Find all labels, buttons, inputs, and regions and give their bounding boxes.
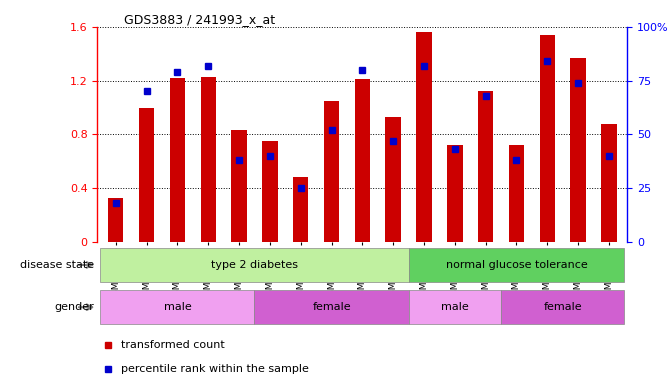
Text: normal glucose tolerance: normal glucose tolerance: [446, 260, 587, 270]
Text: disease state: disease state: [20, 260, 94, 270]
Bar: [509, 145, 524, 242]
Bar: [501, 290, 624, 324]
Text: GDS3883 / 241993_x_at: GDS3883 / 241993_x_at: [123, 13, 275, 26]
Text: type 2 diabetes: type 2 diabetes: [211, 260, 298, 270]
Bar: [324, 101, 340, 242]
Bar: [108, 198, 123, 242]
Bar: [409, 290, 501, 324]
Text: male: male: [164, 302, 191, 312]
Bar: [139, 108, 154, 242]
Bar: [231, 131, 247, 242]
Text: female: female: [312, 302, 351, 312]
Bar: [170, 78, 185, 242]
Bar: [409, 248, 624, 282]
Bar: [447, 145, 462, 242]
Bar: [478, 91, 493, 242]
Bar: [262, 141, 278, 242]
Bar: [101, 248, 409, 282]
Bar: [293, 177, 309, 242]
Bar: [416, 32, 431, 242]
Bar: [101, 290, 254, 324]
Bar: [385, 117, 401, 242]
Bar: [570, 58, 586, 242]
Bar: [201, 77, 216, 242]
Bar: [601, 124, 617, 242]
Bar: [539, 35, 555, 242]
Text: percentile rank within the sample: percentile rank within the sample: [121, 364, 309, 374]
Text: gender: gender: [54, 302, 94, 312]
Text: female: female: [544, 302, 582, 312]
Bar: [355, 79, 370, 242]
Bar: [254, 290, 409, 324]
Text: transformed count: transformed count: [121, 340, 225, 350]
Text: male: male: [441, 302, 468, 312]
